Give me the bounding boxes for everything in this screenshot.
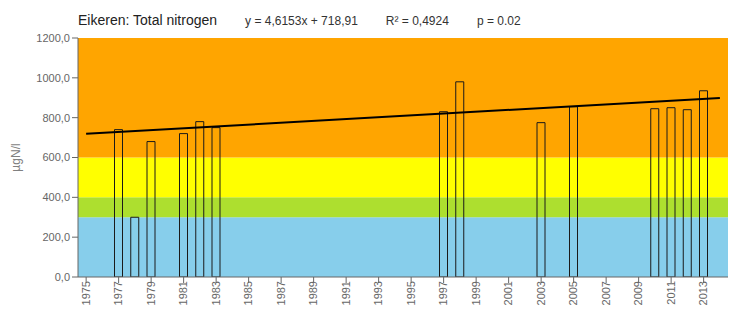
svg-text:1200,0: 1200,0: [36, 32, 70, 44]
svg-text:1999: 1999: [470, 281, 482, 305]
svg-text:2007: 2007: [600, 281, 612, 305]
svg-text:1995: 1995: [405, 281, 417, 305]
svg-text:2013: 2013: [697, 281, 709, 305]
svg-text:1981: 1981: [177, 281, 189, 305]
svg-text:400,0: 400,0: [42, 191, 70, 203]
svg-text:1985: 1985: [242, 281, 254, 305]
svg-text:2011: 2011: [665, 281, 677, 305]
svg-text:1987: 1987: [275, 281, 287, 305]
svg-text:2003: 2003: [535, 281, 547, 305]
svg-text:800,0: 800,0: [42, 112, 70, 124]
html-text:y = 4,6153x + 718,91: y = 4,6153x + 718,91: [245, 14, 358, 28]
html-text:p = 0.02: p = 0.02: [476, 14, 521, 28]
svg-text:2009: 2009: [632, 281, 644, 305]
svg-text:1975: 1975: [80, 281, 92, 305]
svg-text:200,0: 200,0: [42, 231, 70, 243]
html-text:R² = 0,4924: R² = 0,4924: [385, 14, 449, 28]
svg-text:1977: 1977: [112, 281, 124, 305]
svg-text:1979: 1979: [145, 281, 157, 305]
svg-text:0,0: 0,0: [55, 271, 70, 283]
svg-text:1991: 1991: [340, 281, 352, 305]
html-text:Eikeren: Total nitrogen: Eikeren: Total nitrogen: [78, 12, 218, 28]
svg-text:1997: 1997: [437, 281, 449, 305]
svg-text:1000,0: 1000,0: [36, 72, 70, 84]
svg-text:µgN/l: µgN/l: [9, 143, 23, 171]
svg-text:1989: 1989: [307, 281, 319, 305]
svg-text:2001: 2001: [502, 281, 514, 305]
svg-text:2005: 2005: [567, 281, 579, 305]
svg-text:1983: 1983: [210, 281, 222, 305]
svg-text:1993: 1993: [372, 281, 384, 305]
svg-text:600,0: 600,0: [42, 151, 70, 163]
